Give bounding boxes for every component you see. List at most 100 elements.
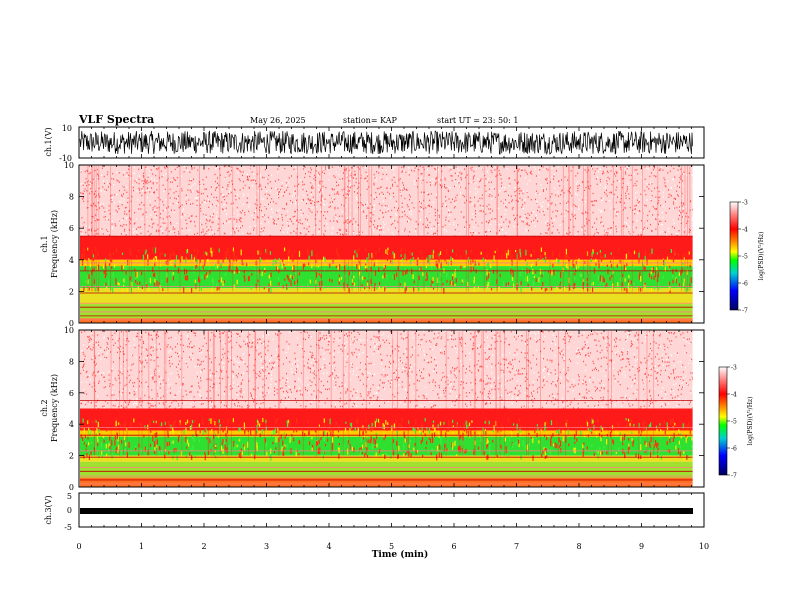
spec-texture <box>535 278 537 282</box>
spec-speckle <box>95 214 97 216</box>
spec-speckle <box>139 189 140 191</box>
spec-speckle <box>454 180 456 182</box>
spec-speckle <box>475 221 477 224</box>
spec-texture <box>126 264 128 268</box>
spec-speckle <box>514 374 516 376</box>
spec-speckle <box>524 169 526 171</box>
spec-speckle <box>578 208 580 210</box>
spec-speckle <box>485 190 487 192</box>
spec-speckle <box>200 193 202 195</box>
spec-speckle <box>435 182 437 185</box>
spec-speckle <box>274 405 276 407</box>
spec-speckle <box>451 383 452 385</box>
spec-speckle <box>690 376 692 379</box>
spec-texture <box>83 248 85 253</box>
spec-speckle <box>384 206 386 208</box>
spec-texture <box>187 275 189 281</box>
spec-speckle <box>208 168 210 170</box>
spec-speckle <box>409 401 411 403</box>
spec-speckle <box>430 180 431 182</box>
spec-speckle <box>309 199 311 202</box>
spec-speckle <box>223 204 225 206</box>
spec-speckle <box>318 175 320 177</box>
spec-speckle <box>416 379 418 381</box>
spec-speckle <box>126 216 128 219</box>
spec-texture <box>104 258 107 262</box>
spec-speckle <box>417 200 419 202</box>
spec-texture <box>482 257 484 262</box>
spec-speckle <box>630 174 632 177</box>
spec-speckle <box>633 231 635 233</box>
spec-speckle <box>202 231 204 233</box>
spec-speckle <box>623 229 625 231</box>
spec-speckle <box>346 217 348 219</box>
spec-speckle <box>397 206 399 208</box>
spec-speckle <box>244 171 246 174</box>
spec-speckle <box>352 341 354 344</box>
spec-speckle <box>596 228 597 231</box>
spec-texture <box>519 271 521 277</box>
spec-speckle <box>168 171 170 173</box>
spec-speckle <box>125 217 127 220</box>
spec-speckle <box>179 368 181 370</box>
spec-speckle <box>193 345 195 347</box>
spec-speckle <box>500 226 502 229</box>
spec-speckle <box>655 342 657 344</box>
spec-speckle <box>221 188 223 191</box>
spec-speckle <box>488 181 490 184</box>
spec-speckle <box>333 362 335 364</box>
spec-speckle <box>128 402 130 404</box>
spec-texture <box>681 267 683 274</box>
spec-speckle <box>424 406 426 408</box>
spec-speckle <box>85 225 87 227</box>
spec-speckle <box>599 180 601 183</box>
spec-speckle <box>263 176 265 179</box>
spec-texture <box>298 250 301 257</box>
spec-texture <box>93 279 95 285</box>
spec-speckle <box>515 369 517 371</box>
spec-texture <box>475 284 477 289</box>
spec-speckle <box>143 182 145 185</box>
spec-speckle <box>181 190 183 192</box>
spec-speckle <box>559 202 561 205</box>
spec-speckle <box>601 209 603 212</box>
spec-speckle <box>248 187 250 189</box>
spec-speckle <box>480 210 482 212</box>
spec-speckle <box>121 225 123 227</box>
spec-speckle <box>89 342 90 345</box>
spec-texture <box>137 249 139 252</box>
spec-speckle <box>139 339 141 341</box>
spec-speckle <box>263 359 265 362</box>
spec-speckle <box>242 358 244 360</box>
spec-speckle <box>312 372 314 374</box>
spec-speckle <box>249 203 251 206</box>
spec-texture <box>251 273 253 276</box>
spec-texture <box>337 253 339 256</box>
spec-speckle <box>359 369 361 371</box>
spec-texture <box>391 255 393 258</box>
spec-speckle <box>527 196 529 198</box>
spec-speckle <box>557 378 559 380</box>
spec-speckle <box>305 233 307 235</box>
spec-texture <box>171 271 173 277</box>
spec-speckle <box>327 227 329 229</box>
spec-texture <box>251 258 253 261</box>
spec-texture <box>331 279 333 283</box>
spec-speckle <box>479 204 481 207</box>
spec-speckle <box>423 208 425 210</box>
spec-speckle <box>533 219 535 222</box>
spec-texture <box>206 274 208 278</box>
spec-speckle <box>122 217 124 220</box>
spec-speckle <box>268 203 269 206</box>
spec-texture <box>279 261 281 267</box>
spec-speckle <box>621 233 623 235</box>
spec-speckle <box>429 199 431 202</box>
spec-speckle <box>134 230 136 233</box>
spec-texture <box>418 275 420 281</box>
spec-texture <box>657 255 659 260</box>
spec-speckle <box>545 188 547 190</box>
spec-speckle <box>687 384 689 386</box>
spec-texture <box>229 257 231 263</box>
spec-speckle <box>691 358 693 361</box>
spec-speckle <box>385 375 387 378</box>
